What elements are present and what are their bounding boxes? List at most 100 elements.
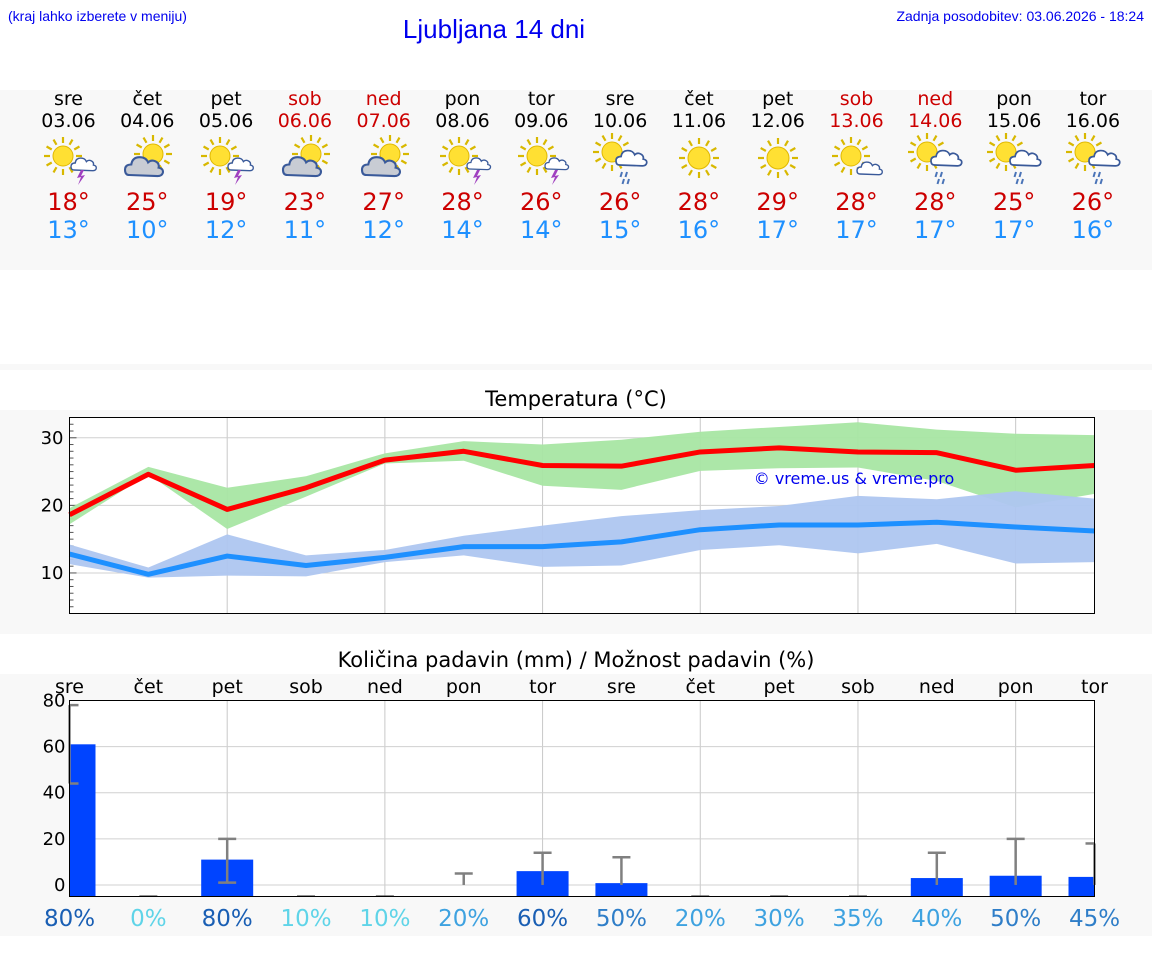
sun-ray <box>379 136 385 144</box>
sun-ray <box>833 161 840 167</box>
day-name: sob <box>288 88 322 110</box>
y-tick-label: 20 <box>41 495 64 516</box>
precipitation-probability: 30% <box>754 906 805 932</box>
lightning-bolt <box>76 170 85 185</box>
sun-ray <box>759 147 767 152</box>
y-tick-label: 40 <box>43 783 66 804</box>
sun-cloud-thunder-icon <box>186 132 266 188</box>
day-column: pet 12.06 29° 17° <box>738 88 818 244</box>
day-date: 11.06 <box>671 110 727 132</box>
precipitation-probability: 40% <box>911 906 962 932</box>
day-label: tor <box>1081 676 1108 698</box>
sun-ray <box>1067 157 1075 163</box>
sun-shape <box>757 138 798 178</box>
y-tick-label: 60 <box>43 737 66 758</box>
max-temp: 18° <box>47 188 90 216</box>
day-name: pon <box>444 88 481 110</box>
divider <box>0 364 1152 370</box>
sun-ray <box>395 136 401 144</box>
sun-ray <box>938 141 945 147</box>
plot-frame <box>69 417 1095 614</box>
sun-ray <box>526 138 532 146</box>
precipitation-chart: sre čet pet sob ned pon tor sre čet pet sob ned pon t… <box>43 676 1120 932</box>
day-column: sre 10.06 26° 15° <box>580 88 660 244</box>
temperature-chart: 10 20 30 © vreme.us & vreme.pro <box>41 417 1095 614</box>
sun-disc <box>687 146 711 170</box>
sun-disc <box>840 145 861 167</box>
day-date: 07.06 <box>356 110 411 132</box>
day-column: pet 05.06 19° 12° <box>186 88 266 244</box>
sun-ray <box>916 162 922 170</box>
sun-ray <box>469 145 476 151</box>
rain-drop <box>1099 178 1103 185</box>
sun-thunder-icon <box>501 132 581 188</box>
min-temp: 10° <box>126 216 169 244</box>
precipitation-probability: 80% <box>44 906 95 932</box>
sun-ray <box>989 141 996 147</box>
min-temp: 16° <box>677 216 721 244</box>
sun-disc <box>209 145 231 167</box>
day-label: pet <box>764 676 795 698</box>
sun-shape <box>43 137 82 175</box>
sun-ray <box>995 162 1001 170</box>
sun-ray <box>1016 141 1024 147</box>
day-date: 14.06 <box>908 110 963 132</box>
day-name: pon <box>996 88 1032 110</box>
day-label: pon <box>446 676 482 698</box>
day-date: 03.06 <box>41 110 96 132</box>
sun-disc <box>766 146 790 170</box>
sun-ray <box>783 140 789 147</box>
day-column: pon 08.06 28° 14° <box>423 88 503 244</box>
location-hint[interactable]: (kraj lahko izberete v meniju) <box>8 8 187 24</box>
cloud-body <box>855 161 883 176</box>
sun-ray <box>448 166 453 174</box>
precipitation-probability: 10% <box>359 906 410 932</box>
y-tick-label: 80 <box>43 691 66 712</box>
sun-ray <box>910 141 917 147</box>
sun-disc <box>448 145 469 167</box>
sun-ray <box>203 161 210 167</box>
day-column: čet 04.06 25° 10° <box>107 88 187 244</box>
sun-ray <box>856 138 861 146</box>
sun-cloud-icon <box>344 132 424 188</box>
sun-ray <box>520 161 527 167</box>
rain-drop <box>939 171 944 178</box>
cloud-shape <box>930 149 963 167</box>
cloud-shape <box>124 156 165 178</box>
day-date: 13.06 <box>829 110 884 132</box>
day-date: 08.06 <box>435 110 490 132</box>
max-temp: 28° <box>441 188 484 216</box>
sun-ray <box>681 147 688 152</box>
cloud-shape <box>544 157 570 171</box>
max-temp: 28° <box>835 188 878 216</box>
sun-disc <box>526 145 548 167</box>
sun-ray <box>73 145 80 151</box>
last-updated: Zadnja posodobitev: 03.06.2026 - 18:24 <box>896 8 1144 24</box>
sun-ray <box>789 164 796 169</box>
cloud-shape <box>227 157 255 172</box>
sun-ray <box>687 140 693 147</box>
cloud-body <box>360 156 401 178</box>
day-date: 12.06 <box>750 110 805 132</box>
min-temp: 12° <box>204 216 248 244</box>
min-temp: 14° <box>441 216 484 244</box>
sun-ray <box>45 145 52 151</box>
precipitation-probability: 45% <box>1069 906 1120 932</box>
lightning-bolt <box>551 170 560 185</box>
sun-icon <box>738 132 818 188</box>
sun-cloud-icon <box>107 132 187 188</box>
sun-ray <box>1090 134 1096 142</box>
day-label: pon <box>998 676 1034 698</box>
min-temp: 11° <box>283 216 327 244</box>
sun-icon <box>659 132 739 188</box>
y-tick-label: 10 <box>41 563 64 584</box>
sun-ray <box>209 138 215 146</box>
cloud-body <box>615 149 648 167</box>
sun-ray <box>321 159 328 165</box>
sun-cloud-rain-icon <box>1053 132 1133 188</box>
sun-ray <box>1067 141 1075 147</box>
day-column: ned 07.06 27° 12° <box>344 88 424 244</box>
sun-ray <box>164 143 171 149</box>
rain-drop <box>934 171 939 178</box>
sun-ray <box>989 157 996 163</box>
